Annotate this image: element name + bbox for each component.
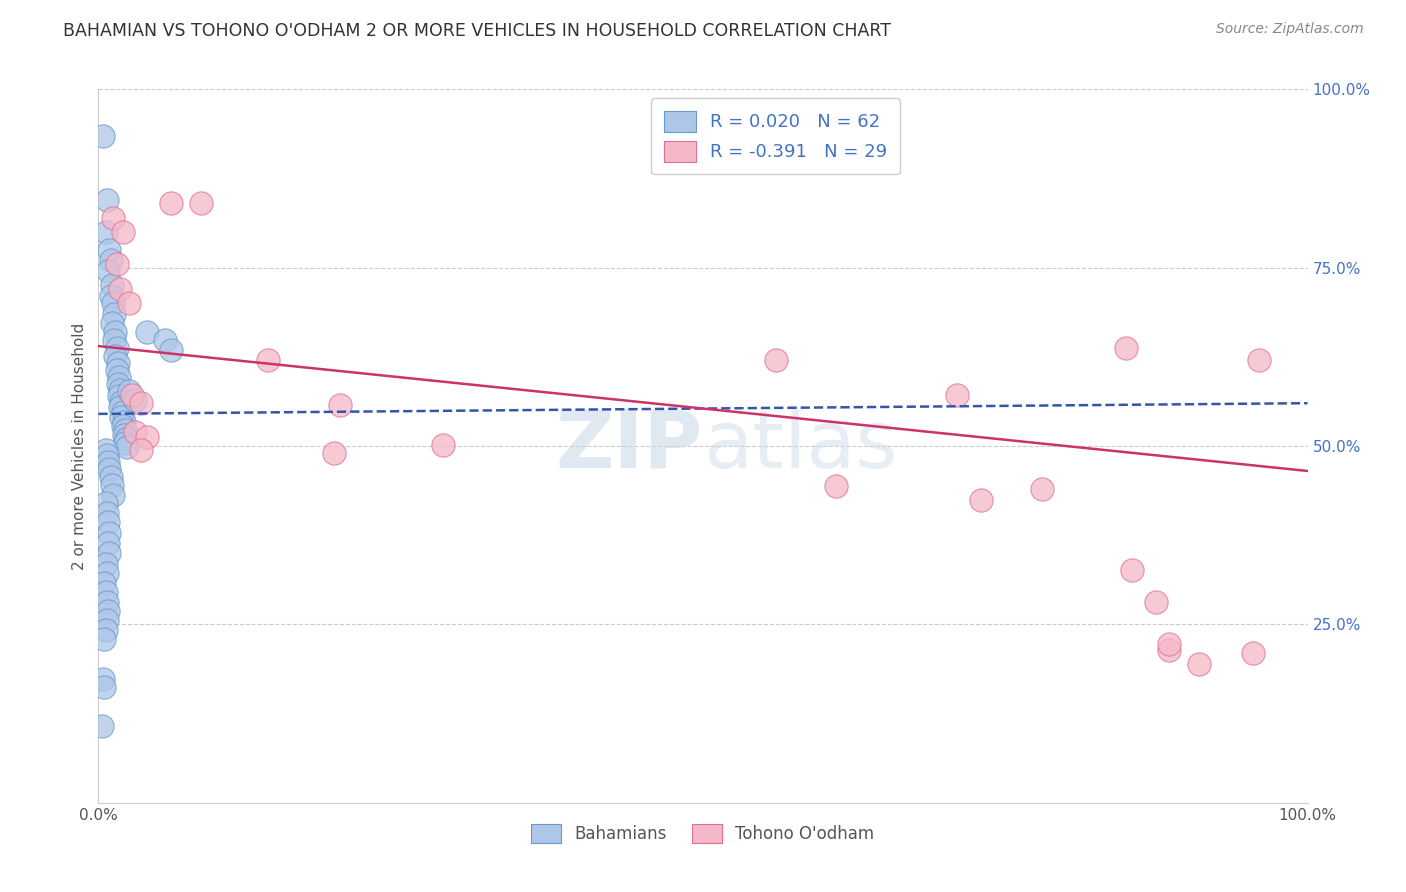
Legend: Bahamians, Tohono O'odham: Bahamians, Tohono O'odham: [520, 813, 886, 855]
Point: [1249, 353, 1271, 368]
Text: BAHAMIAN VS TOHONO O'ODHAM 2 OR MORE VEHICLES IN HOUSEHOLD CORRELATION CHART: BAHAMIAN VS TOHONO O'ODHAM 2 OR MORE VEH…: [63, 22, 891, 40]
Point: [1188, 657, 1211, 671]
Point: [98, 462, 121, 476]
Point: [100, 478, 122, 492]
Point: [104, 349, 127, 363]
Point: [1031, 482, 1053, 496]
Point: [96, 613, 118, 627]
Point: [108, 384, 131, 398]
Point: [107, 356, 129, 370]
Point: [1115, 341, 1137, 355]
Point: [108, 282, 131, 296]
Point: [946, 387, 969, 401]
Point: [105, 363, 128, 377]
Point: [104, 325, 127, 339]
Point: [135, 325, 157, 339]
Point: [101, 211, 124, 225]
Point: [108, 389, 131, 403]
Text: ZIP: ZIP: [555, 407, 703, 485]
Point: [93, 576, 115, 591]
Point: [114, 436, 136, 450]
Point: [111, 405, 134, 419]
Point: [111, 419, 134, 434]
Point: [94, 585, 117, 599]
Point: [94, 557, 117, 571]
Point: [111, 225, 134, 239]
Point: [160, 343, 183, 357]
Point: [110, 394, 132, 409]
Point: [118, 384, 141, 398]
Point: [93, 632, 115, 647]
Point: [96, 594, 118, 608]
Point: [108, 400, 131, 414]
Point: [96, 193, 118, 207]
Point: [121, 387, 143, 401]
Point: [1241, 646, 1264, 660]
Point: [160, 196, 183, 211]
Point: [94, 496, 117, 510]
Point: [190, 196, 212, 211]
Point: [153, 334, 176, 348]
Point: [96, 566, 118, 580]
Point: [97, 455, 120, 469]
Point: [1146, 594, 1168, 608]
Point: [91, 719, 114, 733]
Point: [765, 353, 787, 368]
Point: [101, 296, 124, 310]
Point: [825, 479, 848, 493]
Point: [96, 506, 118, 520]
Point: [105, 257, 128, 271]
Point: [98, 526, 121, 541]
Point: [103, 307, 125, 321]
Point: [100, 469, 122, 483]
Point: [97, 536, 120, 550]
Point: [100, 316, 122, 330]
Point: [100, 289, 122, 303]
Point: [93, 680, 115, 694]
Point: [103, 334, 125, 348]
Point: [117, 440, 139, 454]
Point: [112, 427, 135, 442]
Point: [97, 264, 120, 278]
Point: [970, 493, 993, 508]
Point: [98, 243, 121, 257]
Point: [110, 409, 132, 424]
Point: [432, 437, 454, 451]
Y-axis label: 2 or more Vehicles in Household: 2 or more Vehicles in Household: [72, 322, 87, 570]
Point: [100, 253, 122, 268]
Point: [115, 432, 138, 446]
Point: [114, 423, 136, 437]
Point: [129, 396, 152, 410]
Point: [98, 546, 121, 560]
Point: [105, 341, 128, 355]
Point: [101, 487, 124, 501]
Point: [256, 353, 278, 368]
Point: [108, 370, 131, 384]
Text: atlas: atlas: [703, 407, 897, 485]
Point: [323, 446, 346, 460]
Point: [107, 376, 129, 391]
Point: [100, 278, 122, 293]
Point: [118, 296, 141, 310]
Point: [124, 425, 146, 439]
Point: [94, 443, 117, 458]
Point: [94, 623, 117, 637]
Point: [1121, 563, 1143, 577]
Point: [96, 448, 118, 462]
Point: [91, 672, 114, 686]
Point: [1157, 637, 1180, 651]
Point: [112, 415, 135, 429]
Point: [91, 128, 114, 143]
Point: [97, 516, 120, 530]
Text: Source: ZipAtlas.com: Source: ZipAtlas.com: [1216, 22, 1364, 37]
Point: [329, 398, 352, 412]
Point: [124, 393, 146, 408]
Point: [135, 430, 157, 444]
Point: [129, 442, 152, 457]
Point: [97, 604, 120, 618]
Point: [1157, 643, 1180, 657]
Point: [94, 225, 117, 239]
